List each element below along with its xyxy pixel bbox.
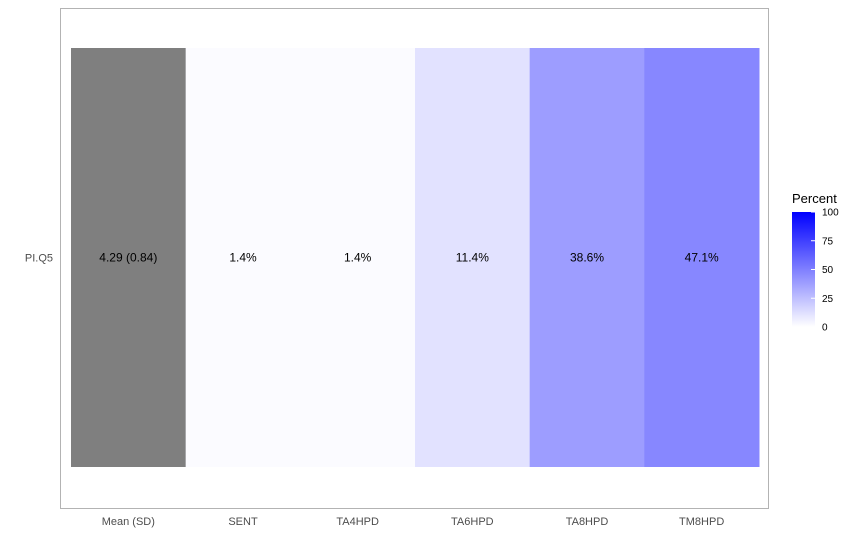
legend-tick-label: 75	[822, 236, 834, 247]
heatmap-cell	[529, 48, 645, 467]
x-tick-label: TA4HPD	[336, 516, 379, 528]
cell-label: 1.4%	[229, 251, 257, 265]
heatmap-cell	[415, 48, 531, 467]
heatmap-cell	[644, 48, 760, 467]
legend-colorbar	[792, 212, 815, 327]
x-tick-label: SENT	[228, 516, 258, 528]
cell-label: 1.4%	[344, 251, 372, 265]
x-axis-ticks: Mean (SD) SENT TA4HPD TA6HPD TA8HPD TM8HPD	[102, 516, 725, 528]
legend-tick-label: 100	[822, 208, 839, 219]
cell-label: 4.29 (0.84)	[99, 251, 157, 265]
legend-tick-label: 0	[822, 323, 828, 334]
panel-border	[60, 8, 769, 509]
x-tick-label: TA8HPD	[566, 516, 609, 528]
x-tick-label: Mean (SD)	[102, 516, 155, 528]
cell-label: 38.6%	[570, 251, 604, 265]
cell-label: 47.1%	[685, 251, 719, 265]
heatmap-cell	[300, 48, 416, 467]
y-tick-label: PI.Q5	[25, 253, 53, 265]
heatmap-cell	[185, 48, 301, 467]
cells-layer	[71, 48, 760, 467]
x-tick-label: TM8HPD	[679, 516, 724, 528]
cell-labels-layer: 4.29 (0.84) 1.4% 1.4% 11.4% 38.6% 47.1%	[99, 251, 719, 265]
cell-label: 11.4%	[456, 251, 489, 265]
legend-title: Percent	[792, 191, 837, 206]
legend-tick-label: 25	[822, 294, 834, 305]
heatmap-cell	[71, 48, 187, 467]
legend: Percent 0 25 50 75 100	[792, 191, 839, 334]
x-tick-label: TA6HPD	[451, 516, 494, 528]
legend-tick-label: 50	[822, 265, 834, 276]
y-axis-ticks: PI.Q5	[25, 253, 53, 265]
